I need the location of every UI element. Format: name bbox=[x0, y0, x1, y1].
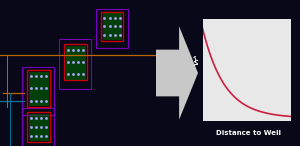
Bar bbox=[22, 67, 54, 115]
Bar bbox=[27, 112, 50, 142]
Bar bbox=[64, 44, 86, 80]
Bar bbox=[101, 12, 124, 41]
Bar bbox=[29, 72, 47, 105]
Text: Vᴛʰ: Vᴛʰ bbox=[195, 54, 200, 65]
Polygon shape bbox=[156, 26, 198, 120]
Bar bbox=[66, 46, 85, 79]
Bar bbox=[22, 108, 54, 146]
Bar bbox=[103, 13, 122, 39]
Bar bbox=[29, 114, 47, 140]
Bar bbox=[27, 70, 50, 107]
Bar bbox=[96, 9, 128, 48]
Text: Distance to Well: Distance to Well bbox=[217, 130, 281, 136]
Bar bbox=[59, 39, 91, 89]
